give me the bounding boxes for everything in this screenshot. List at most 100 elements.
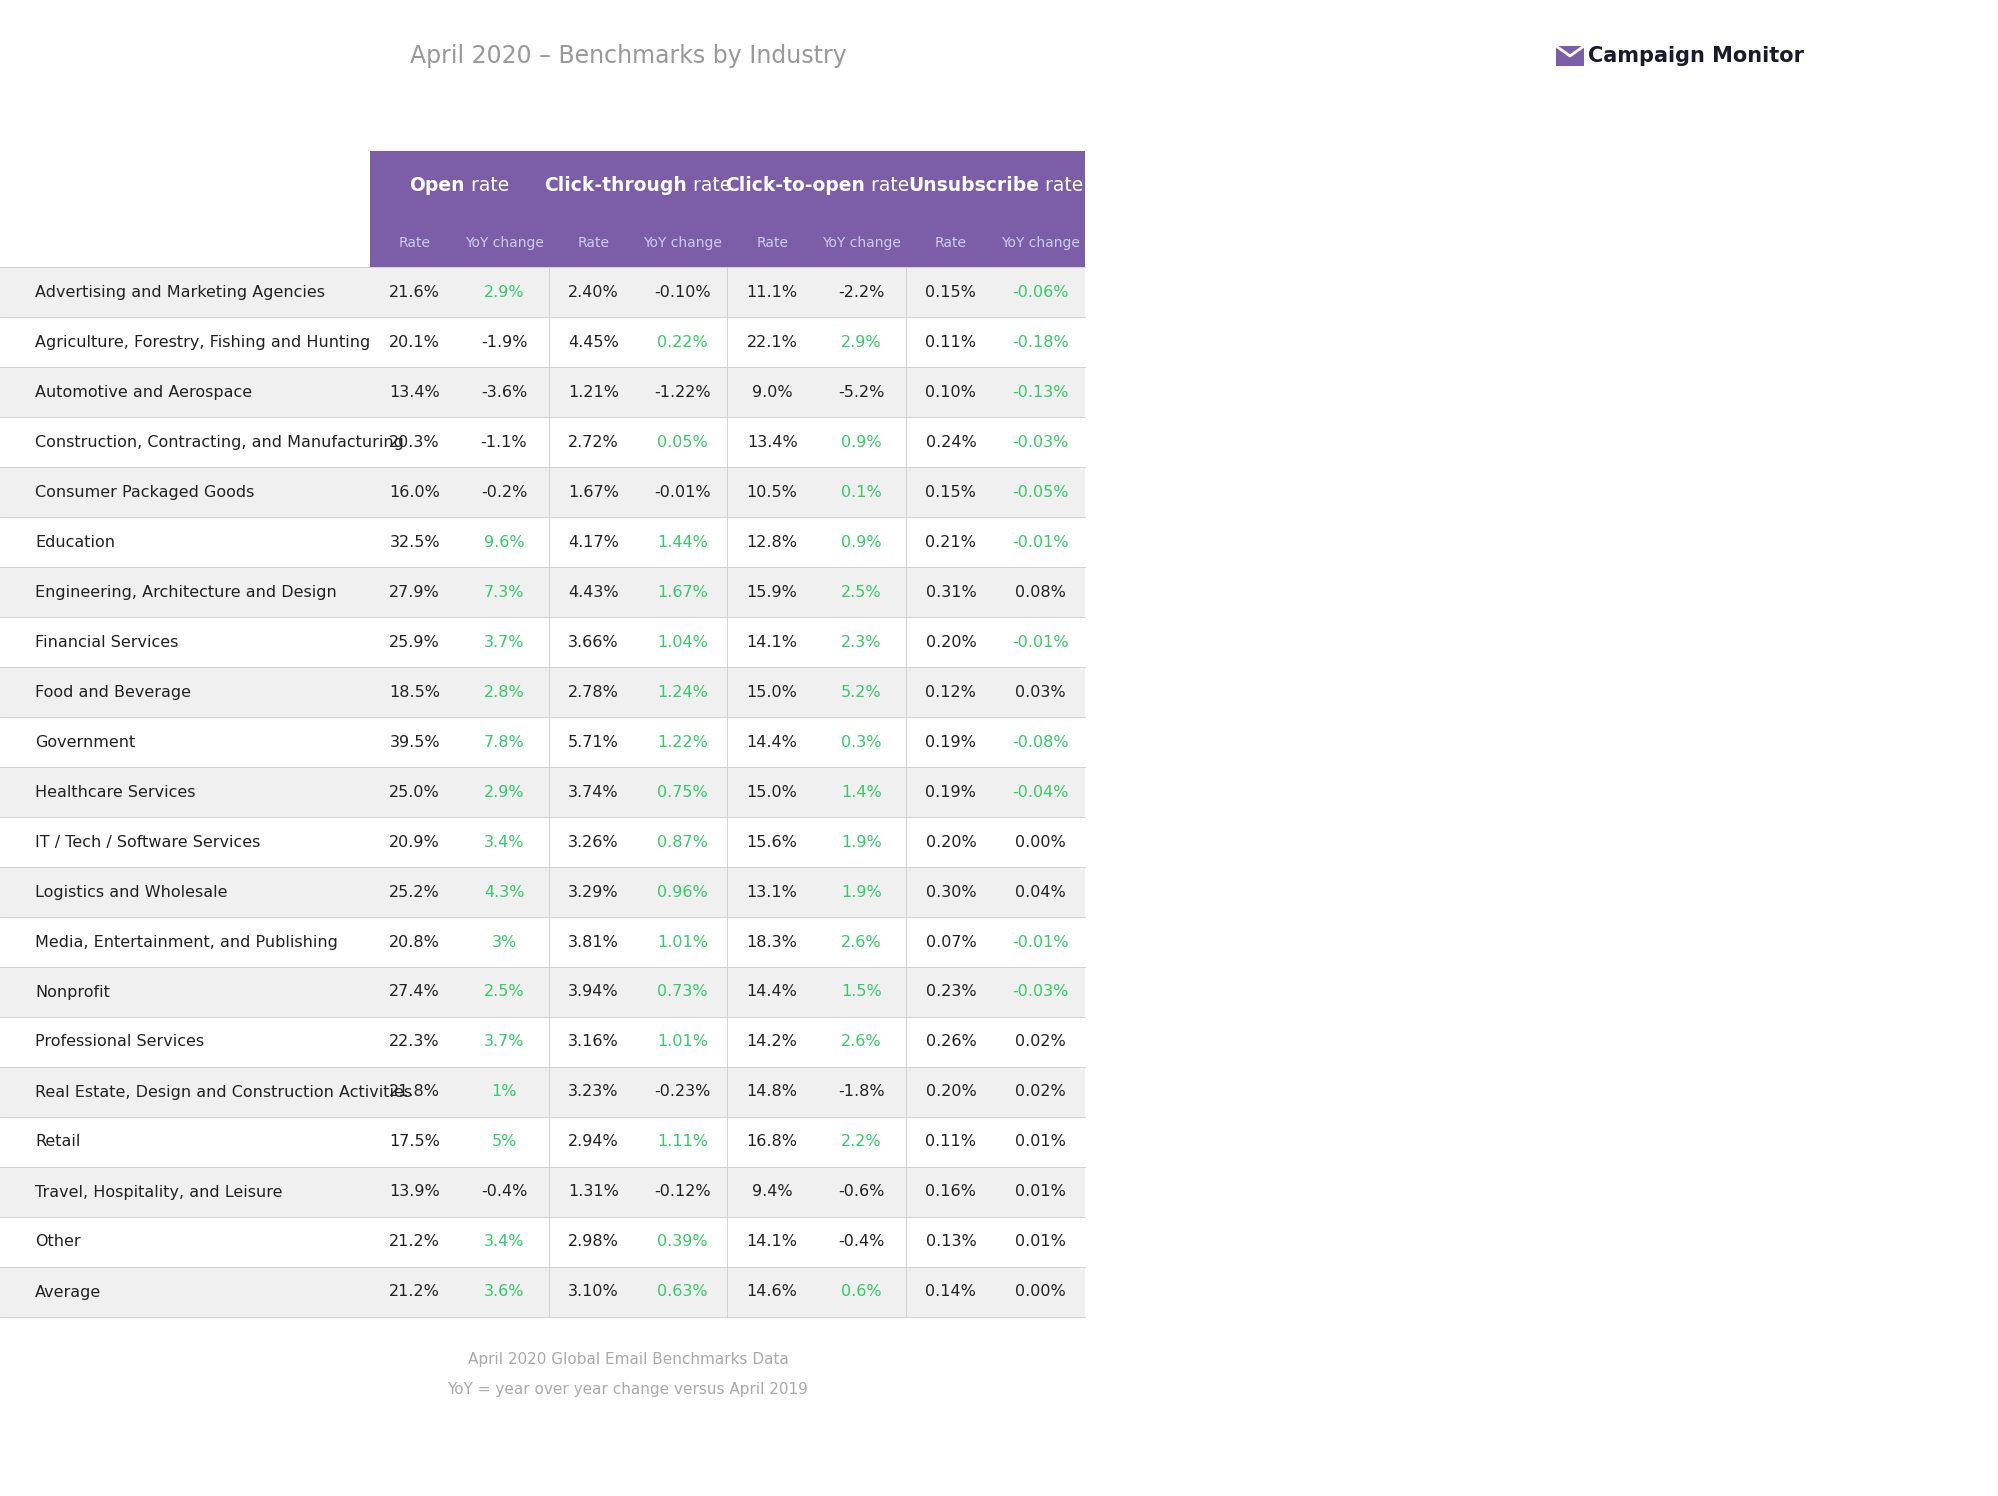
Text: Unsubscribe: Unsubscribe [907, 175, 1039, 194]
Text: 2.9%: 2.9% [841, 335, 881, 350]
Text: rate: rate [1039, 175, 1083, 194]
Text: 0.1%: 0.1% [841, 485, 881, 500]
Text: -0.05%: -0.05% [1011, 485, 1069, 500]
Text: -1.9%: -1.9% [482, 335, 527, 350]
Text: 3.7%: 3.7% [484, 1035, 523, 1050]
Text: 4.3%: 4.3% [484, 884, 523, 899]
Text: 1.4%: 1.4% [841, 784, 881, 799]
Text: Logistics and Wholesale: Logistics and Wholesale [36, 884, 228, 899]
Text: Healthcare Services: Healthcare Services [36, 784, 196, 799]
Text: -0.2%: -0.2% [482, 485, 527, 500]
Text: 21.2%: 21.2% [390, 1285, 440, 1300]
Text: 9.0%: 9.0% [751, 384, 791, 399]
Text: 17.5%: 17.5% [390, 1134, 440, 1149]
Text: -0.03%: -0.03% [1011, 434, 1069, 449]
Text: 0.20%: 0.20% [925, 1085, 975, 1100]
Text: YoY change: YoY change [1001, 236, 1079, 250]
Text: -0.4%: -0.4% [837, 1234, 885, 1249]
Text: Other: Other [36, 1234, 80, 1249]
FancyBboxPatch shape [0, 868, 1085, 917]
Text: Government: Government [36, 735, 136, 749]
Text: Retail: Retail [36, 1134, 80, 1149]
Text: 0.15%: 0.15% [925, 284, 975, 299]
Text: 3.7%: 3.7% [484, 634, 523, 649]
Text: rate: rate [687, 175, 731, 194]
Text: 25.2%: 25.2% [390, 884, 440, 899]
Text: 13.4%: 13.4% [747, 434, 797, 449]
Text: 0.73%: 0.73% [657, 984, 707, 999]
Text: Consumer Packaged Goods: Consumer Packaged Goods [36, 485, 254, 500]
Text: 3.4%: 3.4% [484, 1234, 523, 1249]
Text: 2.2%: 2.2% [841, 1134, 881, 1149]
Text: -5.2%: -5.2% [837, 384, 885, 399]
Text: 0.9%: 0.9% [841, 534, 881, 549]
Text: 3.66%: 3.66% [567, 634, 619, 649]
Text: Rate: Rate [755, 236, 787, 250]
Text: 5%: 5% [492, 1134, 517, 1149]
Text: -0.13%: -0.13% [1011, 384, 1069, 399]
Text: 1.31%: 1.31% [567, 1185, 619, 1200]
Text: -1.8%: -1.8% [837, 1085, 885, 1100]
Text: 15.6%: 15.6% [747, 835, 797, 850]
Text: -0.08%: -0.08% [1011, 735, 1069, 749]
Text: 1.67%: 1.67% [567, 485, 619, 500]
Text: 1.01%: 1.01% [657, 1035, 707, 1050]
Text: 0.20%: 0.20% [925, 634, 975, 649]
Text: 1.67%: 1.67% [657, 585, 707, 600]
Text: -0.01%: -0.01% [1011, 935, 1069, 950]
Text: 0.08%: 0.08% [1015, 585, 1065, 600]
Text: 0.6%: 0.6% [841, 1285, 881, 1300]
Text: 0.23%: 0.23% [925, 984, 975, 999]
Text: Media, Entertainment, and Publishing: Media, Entertainment, and Publishing [36, 935, 338, 950]
Text: 3%: 3% [492, 935, 515, 950]
Text: 1.9%: 1.9% [841, 884, 881, 899]
Text: 0.3%: 0.3% [841, 735, 881, 749]
FancyBboxPatch shape [0, 1267, 1085, 1316]
Text: April 2020 – Benchmarks by Industry: April 2020 – Benchmarks by Industry [410, 43, 845, 67]
FancyBboxPatch shape [0, 367, 1085, 417]
Text: 2.72%: 2.72% [567, 434, 619, 449]
Text: 18.5%: 18.5% [390, 685, 440, 700]
Text: 3.4%: 3.4% [484, 835, 523, 850]
Text: 4.17%: 4.17% [567, 534, 619, 549]
Text: 0.9%: 0.9% [841, 434, 881, 449]
Text: 2.3%: 2.3% [841, 634, 881, 649]
Text: 2.78%: 2.78% [567, 685, 619, 700]
FancyBboxPatch shape [0, 667, 1085, 717]
Text: 0.16%: 0.16% [925, 1185, 975, 1200]
Text: 3.10%: 3.10% [567, 1285, 619, 1300]
Text: 1.04%: 1.04% [657, 634, 707, 649]
FancyBboxPatch shape [0, 616, 1085, 667]
Text: -0.01%: -0.01% [1011, 534, 1069, 549]
Text: Agriculture, Forestry, Fishing and Hunting: Agriculture, Forestry, Fishing and Hunti… [36, 335, 370, 350]
Text: 20.3%: 20.3% [390, 434, 440, 449]
Text: 0.13%: 0.13% [925, 1234, 975, 1249]
Text: 20.9%: 20.9% [390, 835, 440, 850]
Text: Advertising and Marketing Agencies: Advertising and Marketing Agencies [36, 284, 326, 299]
Text: 0.04%: 0.04% [1015, 884, 1065, 899]
Text: 0.19%: 0.19% [925, 735, 975, 749]
Text: 0.00%: 0.00% [1015, 835, 1065, 850]
Text: 13.1%: 13.1% [747, 884, 797, 899]
Text: 0.15%: 0.15% [925, 485, 975, 500]
Text: 0.05%: 0.05% [657, 434, 707, 449]
Text: 1.22%: 1.22% [657, 735, 707, 749]
Text: 25.9%: 25.9% [390, 634, 440, 649]
Text: Travel, Hospitality, and Leisure: Travel, Hospitality, and Leisure [36, 1185, 282, 1200]
Text: 3.74%: 3.74% [567, 784, 619, 799]
Text: 3.81%: 3.81% [567, 935, 619, 950]
Text: 3.94%: 3.94% [567, 984, 619, 999]
Text: 1%: 1% [492, 1085, 517, 1100]
Text: 1.21%: 1.21% [567, 384, 619, 399]
Text: 4.43%: 4.43% [567, 585, 619, 600]
Text: 3.29%: 3.29% [567, 884, 619, 899]
FancyBboxPatch shape [0, 1067, 1085, 1118]
Text: rate: rate [466, 175, 509, 194]
Text: 16.0%: 16.0% [390, 485, 440, 500]
Text: 11.1%: 11.1% [745, 284, 797, 299]
Text: 0.20%: 0.20% [925, 835, 975, 850]
Text: 21.8%: 21.8% [390, 1085, 440, 1100]
Text: -0.23%: -0.23% [653, 1085, 711, 1100]
Text: 3.6%: 3.6% [484, 1285, 523, 1300]
FancyBboxPatch shape [0, 317, 1085, 367]
